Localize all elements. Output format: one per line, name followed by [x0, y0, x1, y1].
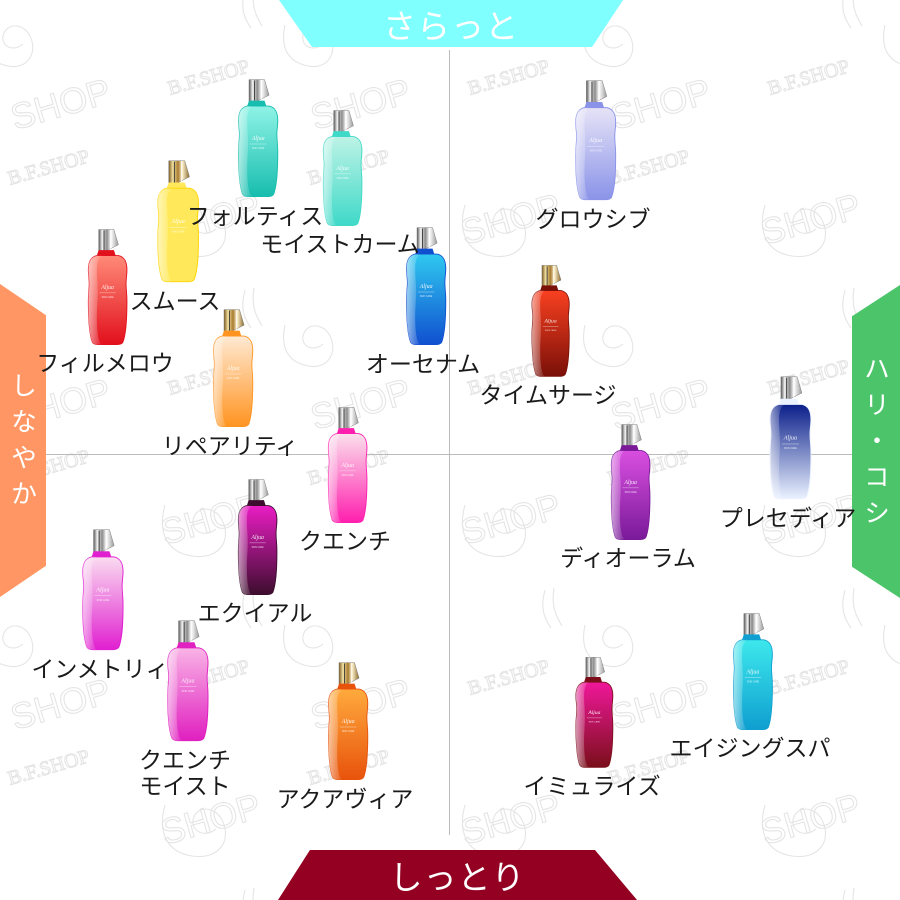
svg-text:Aljua: Aljua	[250, 136, 264, 142]
svg-text:SHOP: SHOP	[756, 185, 865, 253]
svg-text:B.F.SHOP: B.F.SHOP	[5, 750, 92, 790]
svg-text:B.F.SHOP: B.F.SHOP	[5, 150, 92, 190]
svg-text:Aljua: Aljua	[95, 588, 109, 594]
svg-text:SHOP: SHOP	[756, 785, 865, 853]
svg-text:SHOP: SHOP	[456, 485, 565, 553]
svg-text:Aljua: Aljua	[250, 534, 264, 540]
svg-text:Aljua: Aljua	[335, 165, 349, 171]
svg-text:Aljua: Aljua	[418, 284, 432, 290]
svg-text:Aljua: Aljua	[170, 219, 184, 225]
svg-text:Aljua: Aljua	[180, 679, 194, 685]
svg-text:Aljua: Aljua	[225, 366, 239, 372]
svg-text:SKIN CARE: SKIN CARE	[171, 231, 184, 234]
svg-text:B.F.SHOP: B.F.SHOP	[765, 56, 852, 100]
svg-text:Aljua: Aljua	[588, 138, 602, 144]
svg-text:Aljua: Aljua	[340, 719, 354, 725]
svg-text:Aljua: Aljua	[588, 710, 601, 716]
svg-text:Aljua: Aljua	[100, 284, 114, 290]
svg-text:B.F.SHOP: B.F.SHOP	[465, 656, 552, 700]
svg-text:Aljua: Aljua	[745, 669, 759, 675]
svg-text:B.F.SHOP: B.F.SHOP	[465, 56, 552, 100]
svg-text:Aljua: Aljua	[544, 318, 557, 324]
svg-text:SKIN CARE: SKIN CARE	[784, 447, 797, 450]
svg-text:SHOP: SHOP	[606, 670, 715, 738]
svg-text:B.F.SHOP: B.F.SHOP	[765, 656, 852, 700]
svg-text:SHOP: SHOP	[606, 70, 715, 138]
svg-text:Aljua: Aljua	[340, 462, 354, 468]
svg-text:SHOP: SHOP	[6, 70, 115, 138]
svg-text:Aljua: Aljua	[783, 435, 797, 442]
svg-text:Aljua: Aljua	[623, 479, 637, 485]
